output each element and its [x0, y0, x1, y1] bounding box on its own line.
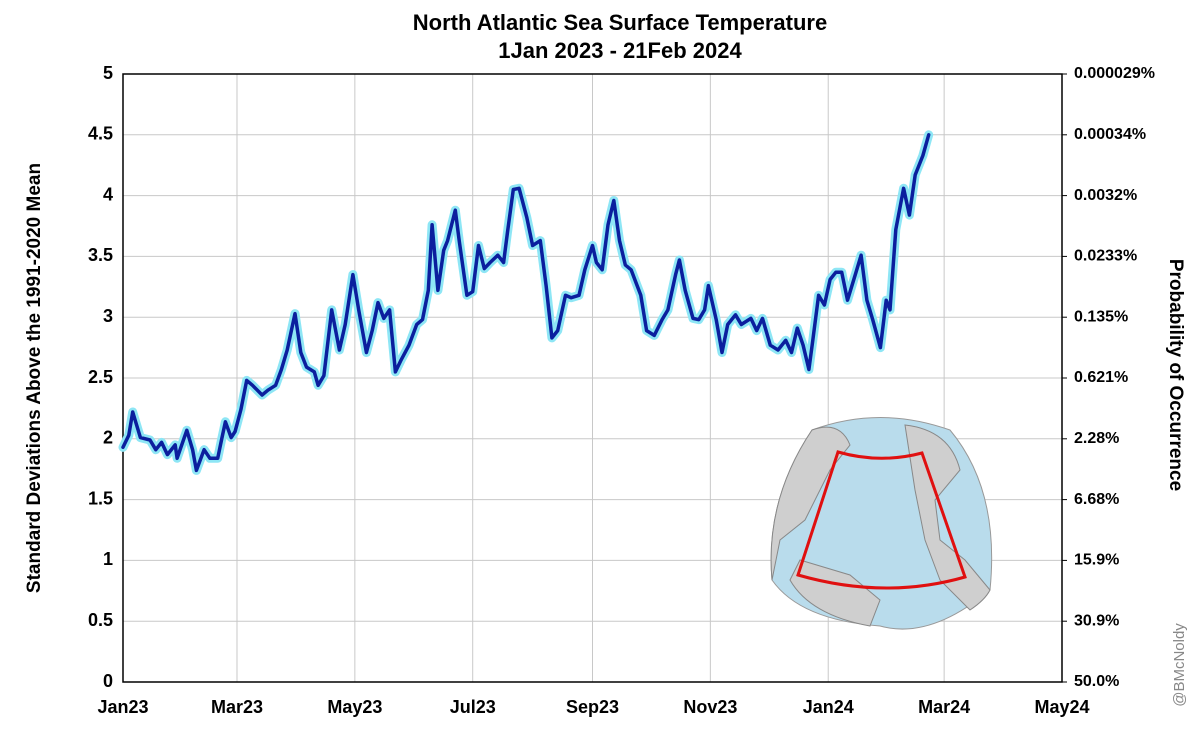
- x-tick-label: Jan24: [803, 697, 854, 717]
- x-tick-label: May24: [1034, 697, 1089, 717]
- line: [121, 133, 931, 473]
- y-tick-label: 0: [103, 671, 113, 691]
- chart-subtitle: 1Jan 2023 - 21Feb 2024: [498, 38, 742, 63]
- x-tick-label: May23: [327, 697, 382, 717]
- y-tick-label: 3: [103, 306, 113, 326]
- y-tick-label: 4: [103, 184, 113, 204]
- x-tick-label: Jul23: [450, 697, 496, 717]
- chart-title: North Atlantic Sea Surface Temperature: [413, 10, 827, 35]
- y2-tick-label: 30.9%: [1074, 612, 1119, 629]
- y-tick-label: 2: [103, 428, 113, 448]
- y2-tick-label: 0.00034%: [1074, 126, 1146, 143]
- x-tick-label: Mar23: [211, 697, 263, 717]
- credit: @BMcNoldy: [1171, 623, 1188, 707]
- y-tick-label: 0.5: [88, 610, 113, 630]
- region-box: [796, 450, 967, 590]
- y-axis-label: Standard Deviations Above the 1991-2020 …: [24, 163, 45, 593]
- line-glow: [118, 130, 934, 475]
- x-tick-label: Mar24: [918, 697, 970, 717]
- y2-axis-label: Probability of Occurrence: [1165, 259, 1186, 491]
- y2-tick-label: 0.0032%: [1074, 187, 1137, 204]
- y2-tick-label: 2.28%: [1074, 430, 1119, 447]
- y2-tick-label: 50.0%: [1074, 673, 1119, 690]
- y-tick-label: 1: [103, 549, 113, 569]
- y-tick-label: 1.5: [88, 488, 113, 508]
- x-tick-label: Nov23: [683, 697, 737, 717]
- y-tick-label: 2.5: [88, 367, 113, 387]
- y2-tick-label: 6.68%: [1074, 491, 1119, 508]
- y-tick-label: 5: [103, 63, 113, 83]
- y2-tick-label: 15.9%: [1074, 552, 1119, 569]
- y-tick-label: 3.5: [88, 245, 113, 265]
- x-tick-label: Jan23: [97, 697, 148, 717]
- land-south-america: [789, 559, 881, 627]
- map-inset: [770, 417, 993, 630]
- y2-tick-label: 0.000029%: [1074, 65, 1155, 82]
- land-europe-africa: [904, 424, 991, 611]
- y2-tick-label: 0.0233%: [1074, 248, 1137, 265]
- y2-tick-label: 0.135%: [1074, 308, 1128, 325]
- y2-tick-label: 0.621%: [1074, 369, 1128, 386]
- y-tick-label: 4.5: [88, 124, 113, 144]
- land-america: [770, 426, 851, 581]
- x-tick-label: Sep23: [566, 697, 619, 717]
